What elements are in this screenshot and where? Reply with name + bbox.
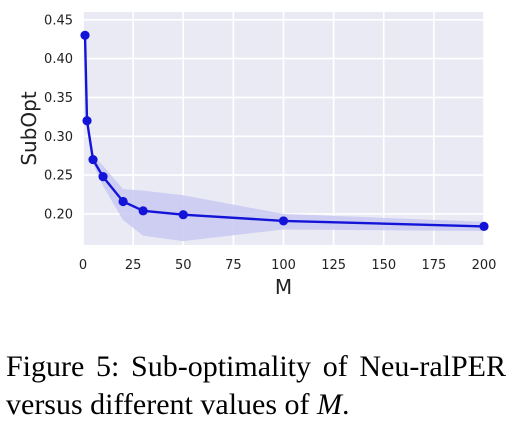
data-point bbox=[178, 210, 188, 220]
caption-text: Figure 5: Sub-optimality of Neu-ralPER v… bbox=[6, 350, 506, 421]
y-tick-label: 0.30 bbox=[44, 130, 73, 145]
x-tick-label: 200 bbox=[472, 258, 497, 273]
y-tick-label: 0.25 bbox=[44, 169, 73, 184]
x-tick-label: 25 bbox=[125, 258, 142, 273]
x-tick-labels: 0 25 50 75 100 125 150 175 200 bbox=[79, 258, 497, 273]
x-tick-label: 100 bbox=[271, 258, 296, 273]
caption-math: M bbox=[317, 388, 343, 421]
data-point bbox=[80, 30, 90, 40]
confidence-band bbox=[85, 35, 484, 242]
x-axis-label: M bbox=[275, 275, 292, 299]
data-point bbox=[88, 154, 98, 165]
y-tick-label: 0.40 bbox=[44, 52, 73, 67]
data-point bbox=[98, 172, 108, 182]
y-tick-label: 0.35 bbox=[44, 91, 73, 106]
x-tick-label: 0 bbox=[79, 258, 87, 273]
data-point bbox=[138, 206, 148, 216]
y-tick-label: 0.45 bbox=[44, 13, 73, 28]
x-tick-label: 175 bbox=[421, 258, 446, 273]
data-point bbox=[82, 116, 92, 126]
x-tick-label: 150 bbox=[371, 258, 396, 273]
band-area bbox=[85, 35, 484, 242]
data-point bbox=[118, 196, 128, 207]
y-axis-label: SubOpt bbox=[17, 91, 41, 166]
data-point bbox=[278, 216, 289, 226]
figure-caption: Figure 5: Sub-optimality of Neu-ralPER v… bbox=[6, 348, 506, 424]
y-tick-label: 0.20 bbox=[44, 207, 73, 222]
x-tick-label: 75 bbox=[225, 258, 242, 273]
chart: 0 25 50 75 100 125 150 175 200 0.20 0.25 0.30 0.35 0… bbox=[17, 12, 497, 299]
x-tick-label: 50 bbox=[175, 258, 192, 273]
data-point bbox=[479, 221, 489, 231]
x-tick-label: 125 bbox=[321, 258, 346, 273]
chart-svg: 0 25 50 75 100 125 150 175 200 0.200.250.300.350… bbox=[17, 12, 497, 299]
caption-end: . bbox=[342, 388, 350, 421]
data-points bbox=[80, 30, 489, 231]
y-tick-labels: 0.20 0.25 0.30 0.35 0.40 0.45 bbox=[44, 13, 73, 222]
